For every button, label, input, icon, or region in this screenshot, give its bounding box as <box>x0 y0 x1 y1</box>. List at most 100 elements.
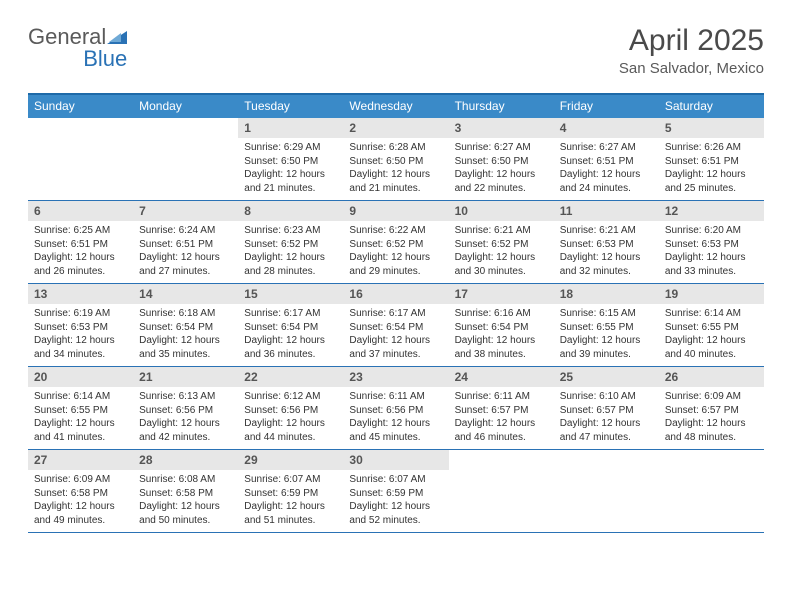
day-number: 10 <box>449 201 554 221</box>
day-details: Sunrise: 6:09 AMSunset: 6:58 PMDaylight:… <box>28 470 133 532</box>
daylight-line: Daylight: 12 hours and 29 minutes. <box>349 251 442 278</box>
sunrise-line: Sunrise: 6:24 AM <box>139 224 232 238</box>
day-number: 4 <box>554 118 659 138</box>
day-number: 5 <box>659 118 764 138</box>
sunset-line: Sunset: 6:55 PM <box>560 321 653 335</box>
day-details: Sunrise: 6:15 AMSunset: 6:55 PMDaylight:… <box>554 304 659 366</box>
calendar-cell-empty: .. <box>449 450 554 533</box>
daylight-line: Daylight: 12 hours and 30 minutes. <box>455 251 548 278</box>
calendar-cell: 22Sunrise: 6:12 AMSunset: 6:56 PMDayligh… <box>238 367 343 450</box>
daylight-line: Daylight: 12 hours and 47 minutes. <box>560 417 653 444</box>
sunset-line: Sunset: 6:50 PM <box>455 155 548 169</box>
day-details: Sunrise: 6:14 AMSunset: 6:55 PMDaylight:… <box>659 304 764 366</box>
calendar-cell: 24Sunrise: 6:11 AMSunset: 6:57 PMDayligh… <box>449 367 554 450</box>
weekday-header: Wednesday <box>343 95 448 118</box>
sunrise-line: Sunrise: 6:20 AM <box>665 224 758 238</box>
calendar-cell: 2Sunrise: 6:28 AMSunset: 6:50 PMDaylight… <box>343 118 448 201</box>
calendar-cell-empty: .. <box>554 450 659 533</box>
calendar-cell: 11Sunrise: 6:21 AMSunset: 6:53 PMDayligh… <box>554 201 659 284</box>
calendar-header-row: SundayMondayTuesdayWednesdayThursdayFrid… <box>28 95 764 118</box>
sunrise-line: Sunrise: 6:13 AM <box>139 390 232 404</box>
calendar-cell: 23Sunrise: 6:11 AMSunset: 6:56 PMDayligh… <box>343 367 448 450</box>
calendar-cell: 20Sunrise: 6:14 AMSunset: 6:55 PMDayligh… <box>28 367 133 450</box>
sunset-line: Sunset: 6:54 PM <box>455 321 548 335</box>
daylight-line: Daylight: 12 hours and 37 minutes. <box>349 334 442 361</box>
weekday-header: Thursday <box>449 95 554 118</box>
daylight-line: Daylight: 12 hours and 51 minutes. <box>244 500 337 527</box>
day-details: Sunrise: 6:27 AMSunset: 6:50 PMDaylight:… <box>449 138 554 200</box>
sunset-line: Sunset: 6:50 PM <box>349 155 442 169</box>
calendar-cell: 7Sunrise: 6:24 AMSunset: 6:51 PMDaylight… <box>133 201 238 284</box>
daylight-line: Daylight: 12 hours and 49 minutes. <box>34 500 127 527</box>
sunrise-line: Sunrise: 6:10 AM <box>560 390 653 404</box>
day-details: Sunrise: 6:21 AMSunset: 6:53 PMDaylight:… <box>554 221 659 283</box>
day-number: 26 <box>659 367 764 387</box>
sunset-line: Sunset: 6:57 PM <box>665 404 758 418</box>
day-number: 19 <box>659 284 764 304</box>
calendar-cell: 4Sunrise: 6:27 AMSunset: 6:51 PMDaylight… <box>554 118 659 201</box>
daylight-line: Daylight: 12 hours and 41 minutes. <box>34 417 127 444</box>
sunrise-line: Sunrise: 6:25 AM <box>34 224 127 238</box>
daylight-line: Daylight: 12 hours and 35 minutes. <box>139 334 232 361</box>
sunrise-line: Sunrise: 6:09 AM <box>34 473 127 487</box>
daylight-line: Daylight: 12 hours and 52 minutes. <box>349 500 442 527</box>
sunset-line: Sunset: 6:55 PM <box>665 321 758 335</box>
sunset-line: Sunset: 6:51 PM <box>560 155 653 169</box>
day-number: 2 <box>343 118 448 138</box>
day-details: Sunrise: 6:11 AMSunset: 6:57 PMDaylight:… <box>449 387 554 449</box>
day-number: 25 <box>554 367 659 387</box>
sunrise-line: Sunrise: 6:15 AM <box>560 307 653 321</box>
calendar-body: ....1Sunrise: 6:29 AMSunset: 6:50 PMDayl… <box>28 118 764 533</box>
day-number: 20 <box>28 367 133 387</box>
sunrise-line: Sunrise: 6:21 AM <box>455 224 548 238</box>
sunrise-line: Sunrise: 6:07 AM <box>349 473 442 487</box>
daylight-line: Daylight: 12 hours and 39 minutes. <box>560 334 653 361</box>
daylight-line: Daylight: 12 hours and 22 minutes. <box>455 168 548 195</box>
day-details: Sunrise: 6:09 AMSunset: 6:57 PMDaylight:… <box>659 387 764 449</box>
day-details: Sunrise: 6:07 AMSunset: 6:59 PMDaylight:… <box>343 470 448 532</box>
calendar-cell: 18Sunrise: 6:15 AMSunset: 6:55 PMDayligh… <box>554 284 659 367</box>
day-number: 30 <box>343 450 448 470</box>
day-details: Sunrise: 6:27 AMSunset: 6:51 PMDaylight:… <box>554 138 659 200</box>
day-details: Sunrise: 6:11 AMSunset: 6:56 PMDaylight:… <box>343 387 448 449</box>
daylight-line: Daylight: 12 hours and 45 minutes. <box>349 417 442 444</box>
sunrise-line: Sunrise: 6:26 AM <box>665 141 758 155</box>
daylight-line: Daylight: 12 hours and 34 minutes. <box>34 334 127 361</box>
sunrise-line: Sunrise: 6:11 AM <box>349 390 442 404</box>
calendar-cell: 21Sunrise: 6:13 AMSunset: 6:56 PMDayligh… <box>133 367 238 450</box>
weekday-header: Friday <box>554 95 659 118</box>
sunset-line: Sunset: 6:51 PM <box>34 238 127 252</box>
calendar-cell: 30Sunrise: 6:07 AMSunset: 6:59 PMDayligh… <box>343 450 448 533</box>
daylight-line: Daylight: 12 hours and 26 minutes. <box>34 251 127 278</box>
calendar-cell: 12Sunrise: 6:20 AMSunset: 6:53 PMDayligh… <box>659 201 764 284</box>
day-number: 1 <box>238 118 343 138</box>
day-number: 22 <box>238 367 343 387</box>
calendar-cell: 16Sunrise: 6:17 AMSunset: 6:54 PMDayligh… <box>343 284 448 367</box>
day-details: Sunrise: 6:16 AMSunset: 6:54 PMDaylight:… <box>449 304 554 366</box>
sunset-line: Sunset: 6:54 PM <box>139 321 232 335</box>
calendar-cell-empty: .. <box>28 118 133 201</box>
sunrise-line: Sunrise: 6:28 AM <box>349 141 442 155</box>
daylight-line: Daylight: 12 hours and 27 minutes. <box>139 251 232 278</box>
sunrise-line: Sunrise: 6:14 AM <box>665 307 758 321</box>
sunrise-line: Sunrise: 6:27 AM <box>560 141 653 155</box>
sunrise-line: Sunrise: 6:17 AM <box>244 307 337 321</box>
sunrise-line: Sunrise: 6:08 AM <box>139 473 232 487</box>
sunset-line: Sunset: 6:58 PM <box>139 487 232 501</box>
calendar-cell: 5Sunrise: 6:26 AMSunset: 6:51 PMDaylight… <box>659 118 764 201</box>
daylight-line: Daylight: 12 hours and 36 minutes. <box>244 334 337 361</box>
sunrise-line: Sunrise: 6:22 AM <box>349 224 442 238</box>
sunset-line: Sunset: 6:56 PM <box>244 404 337 418</box>
sunset-line: Sunset: 6:52 PM <box>244 238 337 252</box>
day-number: 3 <box>449 118 554 138</box>
sunset-line: Sunset: 6:53 PM <box>560 238 653 252</box>
day-details: Sunrise: 6:13 AMSunset: 6:56 PMDaylight:… <box>133 387 238 449</box>
sunset-line: Sunset: 6:57 PM <box>455 404 548 418</box>
sunrise-line: Sunrise: 6:29 AM <box>244 141 337 155</box>
calendar-cell: 15Sunrise: 6:17 AMSunset: 6:54 PMDayligh… <box>238 284 343 367</box>
sunrise-line: Sunrise: 6:11 AM <box>455 390 548 404</box>
page: GeneralBlue April 2025 San Salvador, Mex… <box>0 0 792 553</box>
sunset-line: Sunset: 6:54 PM <box>349 321 442 335</box>
sunrise-line: Sunrise: 6:16 AM <box>455 307 548 321</box>
sunrise-line: Sunrise: 6:19 AM <box>34 307 127 321</box>
